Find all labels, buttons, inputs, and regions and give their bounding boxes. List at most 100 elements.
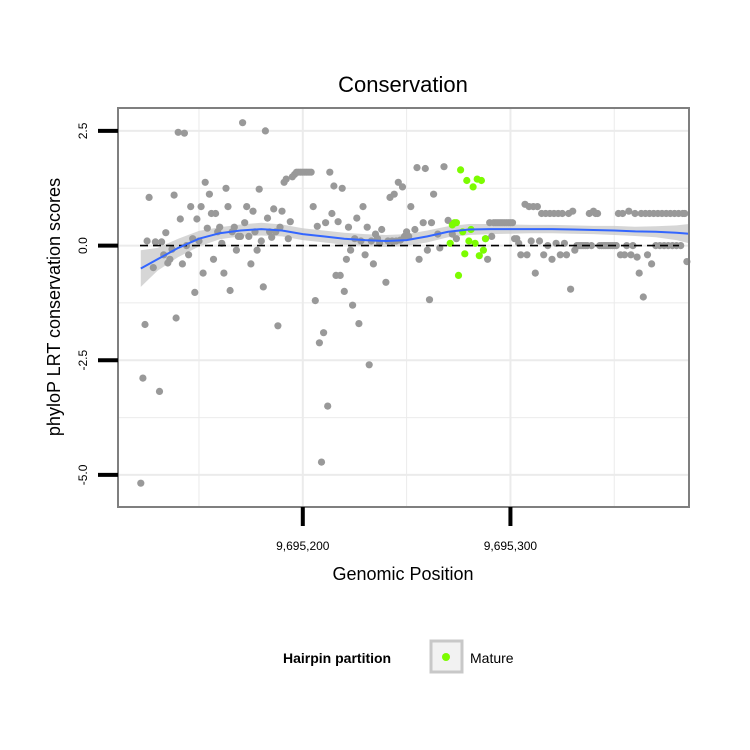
data-point (363, 223, 371, 231)
data-point (253, 246, 261, 254)
data-point (259, 283, 267, 291)
data-point (625, 207, 633, 215)
data-point (324, 402, 332, 410)
data-point (199, 269, 207, 277)
data-point (222, 184, 230, 192)
data-point (440, 163, 448, 171)
data-point (369, 260, 377, 268)
data-point (257, 237, 265, 245)
data-point (382, 278, 390, 286)
x-tick-label: 9,695,300 (484, 539, 538, 553)
data-point (567, 285, 575, 293)
data-point (176, 215, 184, 223)
data-point (344, 223, 353, 231)
data-point (322, 219, 330, 227)
data-point (444, 216, 452, 224)
data-point (193, 215, 201, 223)
data-point (342, 255, 350, 263)
data-point-mature (469, 183, 477, 191)
data-point (230, 223, 238, 231)
data-point (621, 251, 629, 259)
data-point (359, 203, 367, 211)
data-point (276, 223, 284, 231)
data-point (243, 203, 251, 211)
data-point (174, 128, 182, 136)
data-point (548, 255, 556, 263)
data-point (205, 190, 213, 198)
data-point (249, 207, 257, 215)
data-point (178, 260, 186, 268)
y-tick-label: 2.5 (76, 122, 90, 139)
data-point (274, 322, 282, 330)
data-point (419, 219, 427, 227)
data-point (172, 314, 180, 322)
data-point (241, 219, 249, 227)
data-point (203, 224, 211, 232)
data-point (311, 297, 319, 305)
chart-title: Conservation (338, 72, 468, 97)
data-point (612, 242, 620, 250)
data-point (334, 218, 342, 226)
data-point (394, 178, 402, 186)
data-point (155, 387, 164, 395)
data-point (427, 219, 436, 227)
data-point (268, 233, 276, 241)
data-point (216, 223, 224, 231)
data-point-mature (475, 252, 483, 260)
y-tick-label: 0.0 (76, 237, 90, 254)
data-point (587, 242, 596, 250)
data-point (180, 129, 188, 137)
data-point-mature (461, 250, 469, 258)
data-point (307, 168, 315, 176)
data-point-mature (454, 271, 463, 279)
data-point (527, 237, 535, 245)
data-point (361, 251, 369, 259)
data-point (415, 255, 423, 263)
data-point (328, 209, 336, 218)
legend-key-marker (442, 653, 450, 661)
data-point (619, 209, 627, 218)
data-point (633, 253, 641, 261)
data-point (643, 251, 652, 259)
data-point (405, 232, 413, 240)
legend-label-mature: Mature (470, 650, 514, 666)
data-point (390, 190, 398, 198)
data-point (452, 235, 460, 243)
data-point (284, 235, 292, 243)
data-point (145, 193, 153, 201)
data-point (569, 207, 577, 215)
data-point-mature (452, 219, 460, 227)
data-point (631, 209, 639, 218)
data-point-mature (463, 176, 471, 185)
data-point (270, 205, 278, 213)
data-point (162, 229, 170, 237)
data-point (236, 232, 245, 240)
legend: Hairpin partition Mature (283, 639, 514, 674)
plot-panel (118, 108, 689, 507)
data-point (166, 255, 174, 263)
data-point (336, 271, 344, 279)
data-point (191, 288, 199, 296)
data-point (330, 182, 338, 190)
data-point (627, 251, 635, 259)
data-point (232, 246, 240, 254)
data-point (185, 251, 193, 259)
smooth-trend-line (140, 228, 690, 270)
data-point (247, 260, 255, 268)
data-point (430, 190, 438, 198)
scatter-points (137, 119, 691, 487)
data-point-mature (457, 166, 465, 174)
data-point (562, 251, 571, 259)
data-point (320, 329, 328, 337)
data-point (201, 178, 209, 186)
data-point (187, 203, 195, 211)
data-point (278, 207, 286, 215)
data-point (378, 225, 386, 234)
data-point (413, 164, 421, 172)
data-point (315, 339, 323, 347)
data-point (263, 214, 272, 222)
data-point (261, 127, 269, 135)
data-point (286, 218, 294, 226)
data-point (677, 242, 685, 250)
y-tick-label: -2.5 (76, 350, 90, 371)
